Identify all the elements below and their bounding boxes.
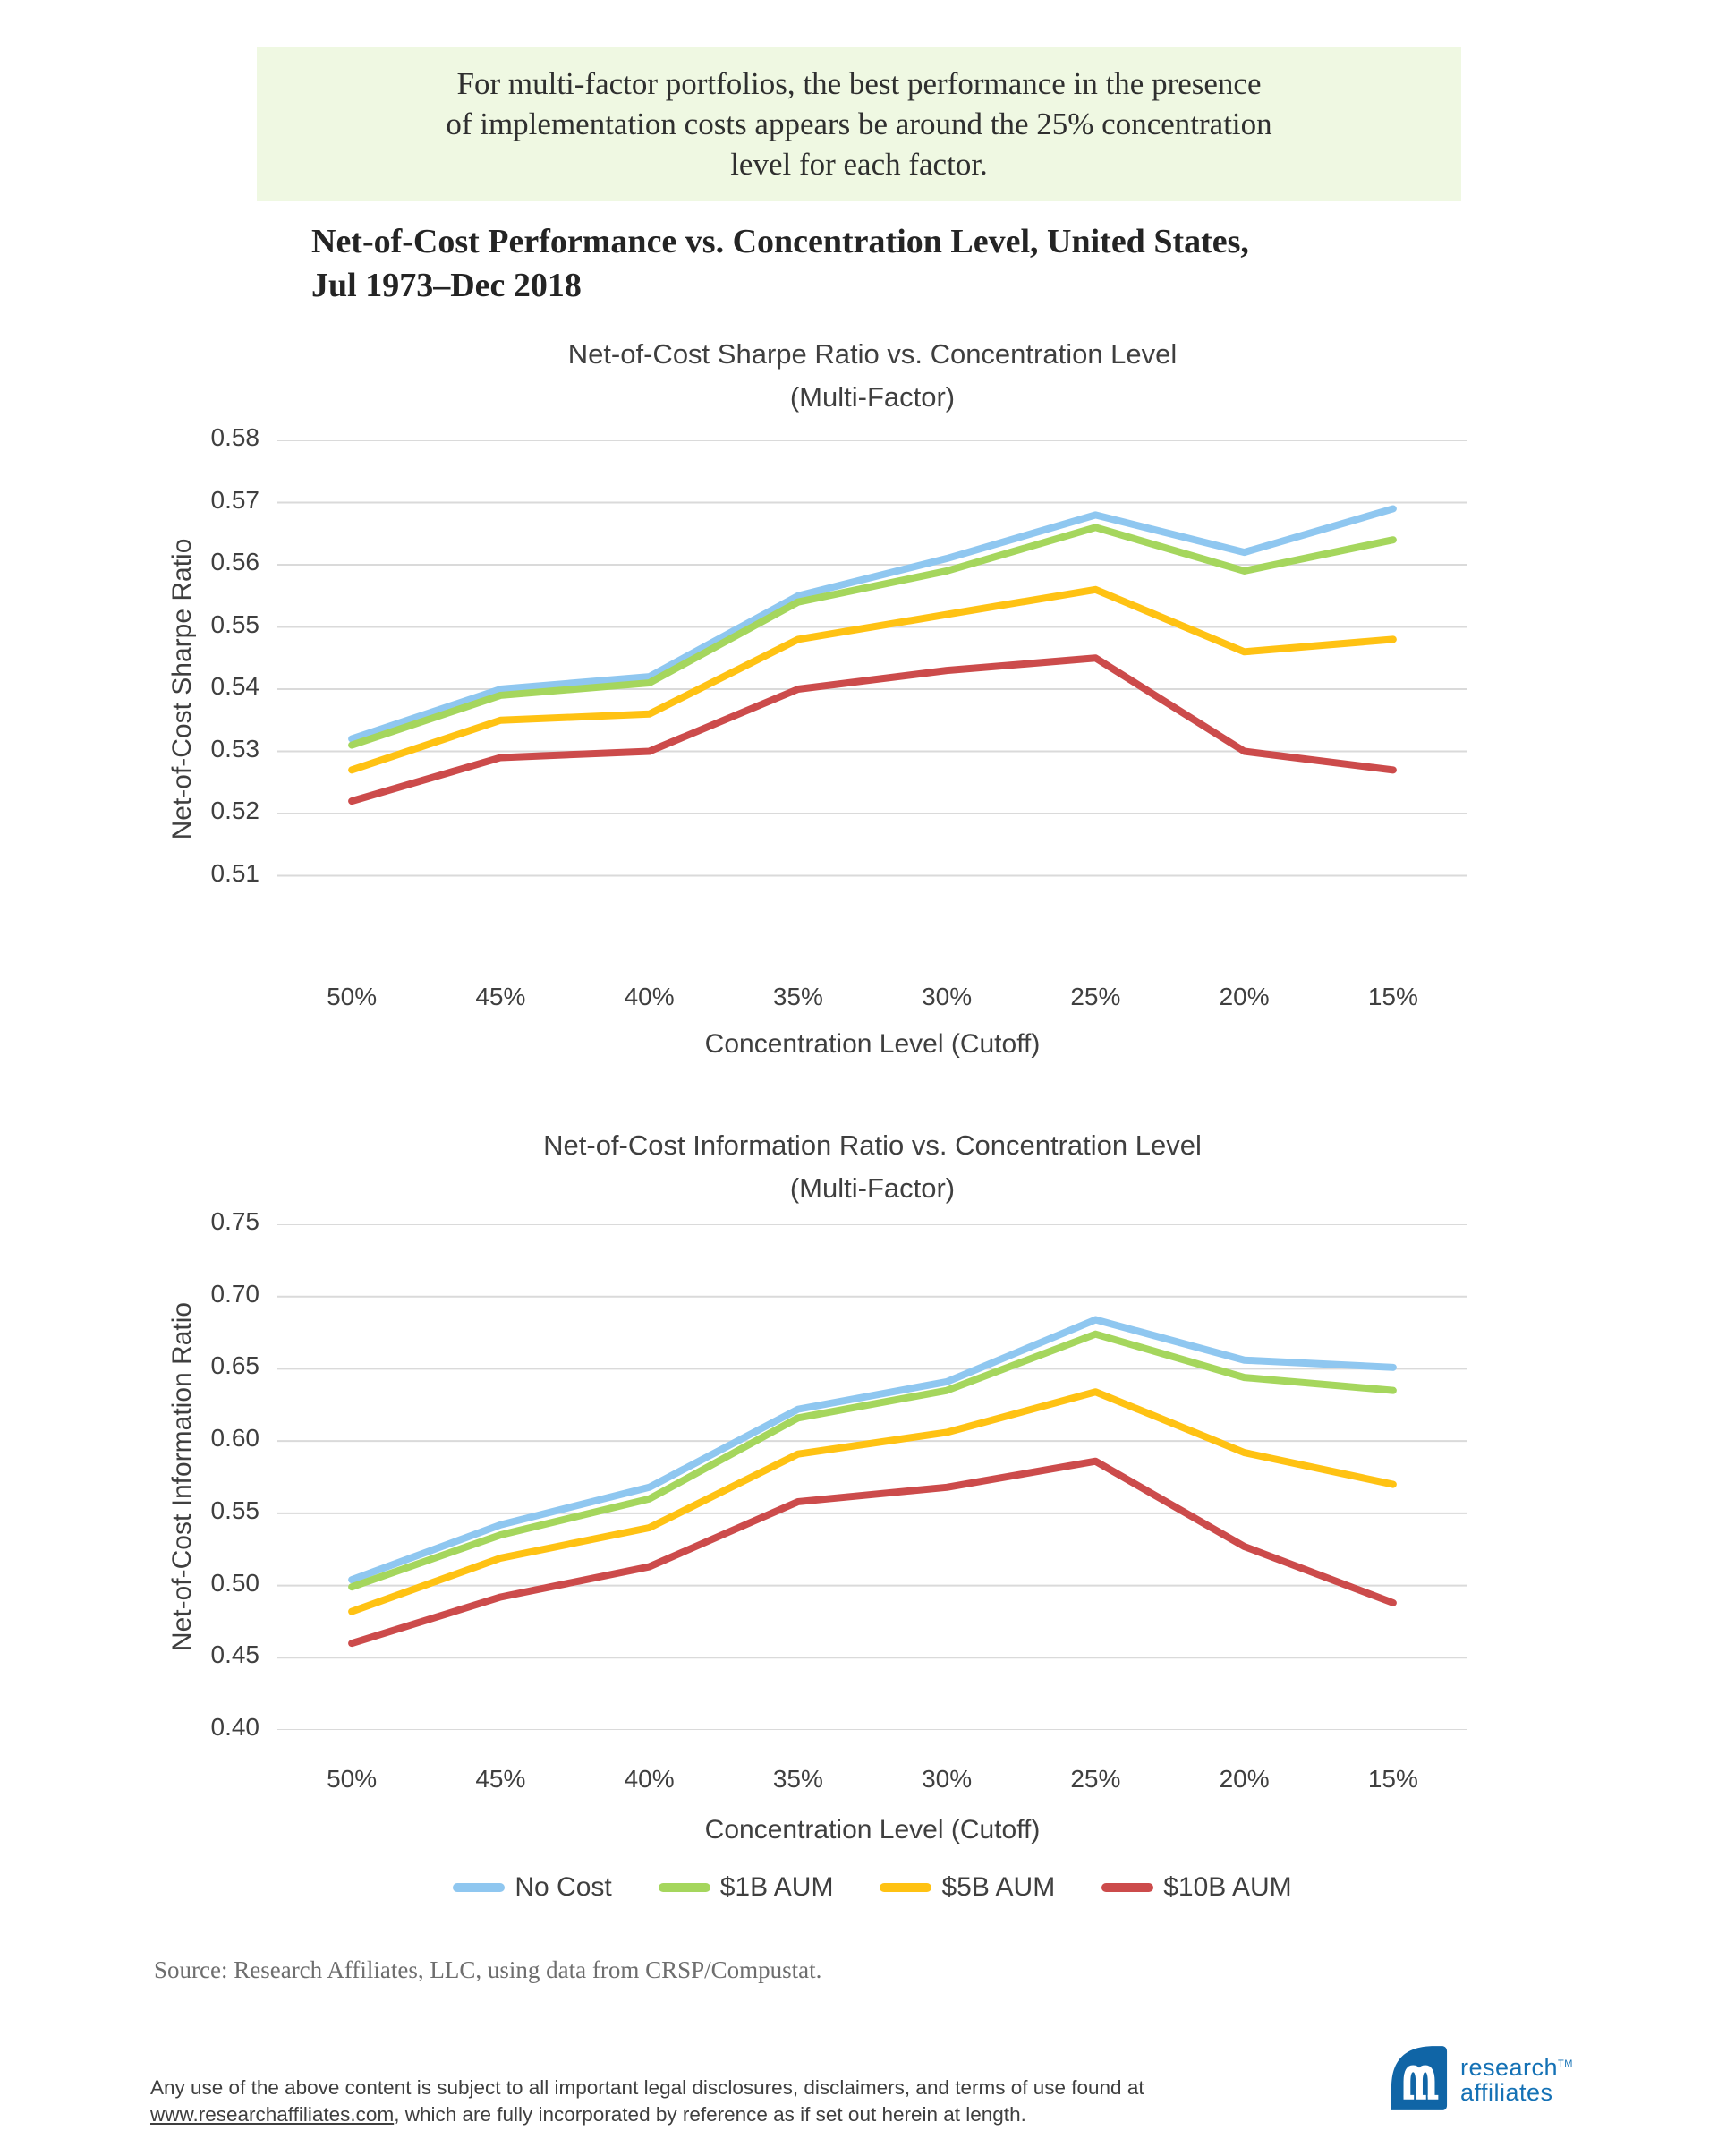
x-axis-tick-label: 50%: [327, 983, 378, 1010]
disclaimer-text-2: , which are fully incorporated by refere…: [394, 2103, 1026, 2126]
x-axis-tick-label: 45%: [475, 983, 526, 1010]
y-axis-tick-label: 0.55: [210, 1496, 260, 1524]
legal-disclaimer: Any use of the above content is subject …: [150, 2075, 1233, 2128]
key-insight-banner: For multi-factor portfolios, the best pe…: [257, 47, 1461, 201]
x-axis-tick-label: 20%: [1219, 983, 1270, 1010]
page-title-line-2: Jul 1973–Dec 2018: [311, 267, 582, 304]
y-axis-tick-label: 0.56: [210, 548, 260, 575]
series-line--5b-aum: [348, 1388, 1397, 1615]
y-axis-tick-label: 0.55: [210, 609, 260, 638]
y-axis-tick-label: 0.65: [210, 1351, 260, 1380]
legend-swatch-icon: [658, 1883, 710, 1892]
x-axis-tick-label: 25%: [1070, 1765, 1121, 1793]
y-axis-tick-label: 0.40: [210, 1713, 260, 1741]
legend-item-no-cost: No Cost: [453, 1872, 612, 1903]
source-note: Source: Research Affiliates, LLC, using …: [154, 1956, 822, 1983]
x-axis-title: Concentration Level (Cutoff): [704, 1029, 1041, 1059]
y-axis-tick-label: 0.70: [210, 1279, 260, 1308]
researchaffiliates-link[interactable]: www.researchaffiliates.com: [150, 2103, 395, 2126]
banner-line-3: level for each factor.: [730, 147, 988, 182]
chart-subtitle: (Multi-Factor): [789, 1172, 956, 1204]
x-axis-tick-label: 35%: [772, 983, 823, 1010]
information-ratio-plot-area: [277, 1224, 1467, 1730]
legend-swatch-icon: [880, 1883, 932, 1892]
x-axis-tick-label: 50%: [327, 1765, 378, 1793]
x-axis-tick-label: 40%: [624, 1765, 675, 1793]
y-axis-tick-label: 0.51: [210, 858, 260, 887]
disclaimer-text-1: Any use of the above content is subject …: [150, 2076, 1144, 2099]
series-line--10b-aum: [348, 654, 1397, 805]
ra-monogram-icon: [1391, 2046, 1448, 2110]
legend-item--5b-aum: $5B AUM: [880, 1872, 1055, 1903]
series-line--1b-aum: [348, 1330, 1397, 1591]
legend-item--1b-aum: $1B AUM: [658, 1872, 834, 1903]
y-axis-tick-label: 0.50: [210, 1568, 260, 1597]
logo-wordmark: researchTM affiliates: [1460, 2051, 1573, 2105]
trademark-symbol: TM: [1558, 2058, 1573, 2069]
series-line--1b-aum: [348, 524, 1397, 749]
x-axis-title: Concentration Level (Cutoff): [704, 1815, 1041, 1845]
x-axis-tick-label: 15%: [1367, 1765, 1418, 1793]
x-axis-tick-label: 45%: [475, 1765, 526, 1793]
legend-label: $1B AUM: [719, 1872, 834, 1902]
legend-item--10b-aum: $10B AUM: [1101, 1872, 1292, 1903]
banner-line-1: For multi-factor portfolios, the best pe…: [456, 66, 1262, 101]
x-axis-tick-label: 35%: [772, 1765, 823, 1793]
y-axis-tick-label: 0.45: [210, 1640, 260, 1669]
y-axis-tick-label: 0.60: [210, 1424, 260, 1453]
chart-subtitle: (Multi-Factor): [789, 381, 956, 413]
sharpe-ratio-plot-area: [277, 440, 1467, 877]
x-axis-tick-label: 40%: [624, 983, 675, 1010]
x-axis-tick-label: 25%: [1070, 983, 1121, 1010]
page-title: Net-of-Cost Performance vs. Concentratio…: [311, 220, 1249, 308]
y-axis-tick-label: 0.57: [210, 485, 260, 514]
series-line--5b-aum: [348, 585, 1397, 774]
legend: No Cost $1B AUM $5B AUM $10B AUM: [277, 1872, 1467, 1903]
y-axis-tick-label: 0.75: [210, 1207, 260, 1235]
logo-word-research: research: [1460, 2054, 1559, 2081]
y-axis-tick-label: 0.58: [210, 423, 260, 451]
x-axis-tick-label: 30%: [922, 983, 973, 1010]
research-affiliates-logo: researchTM affiliates: [1390, 2044, 1573, 2112]
logo-word-affiliates: affiliates: [1460, 2079, 1553, 2106]
x-axis-tick-label: 15%: [1367, 983, 1418, 1010]
x-axis-tick-label: 20%: [1219, 1765, 1270, 1793]
series-line--10b-aum: [348, 1457, 1397, 1648]
legend-label: $10B AUM: [1163, 1872, 1292, 1902]
chart-title: Net-of-Cost Sharpe Ratio vs. Concentrati…: [567, 338, 1178, 370]
series-line-no-cost: [348, 1316, 1397, 1584]
banner-line-2: of implementation costs appears be aroun…: [446, 107, 1272, 141]
legend-label: No Cost: [515, 1872, 612, 1902]
legend-label: $5B AUM: [941, 1872, 1056, 1902]
x-axis-tick-label: 30%: [922, 1765, 973, 1793]
legend-swatch-icon: [453, 1883, 506, 1892]
y-axis-tick-label: 0.54: [210, 672, 260, 700]
page-title-line-1: Net-of-Cost Performance vs. Concentratio…: [311, 223, 1249, 260]
legend-swatch-icon: [1101, 1883, 1154, 1892]
chart-title: Net-of-Cost Information Ratio vs. Concen…: [543, 1129, 1202, 1161]
y-axis-tick-label: 0.52: [210, 797, 260, 824]
series-line-no-cost: [348, 505, 1397, 743]
y-axis-tick-label: 0.53: [210, 734, 260, 763]
